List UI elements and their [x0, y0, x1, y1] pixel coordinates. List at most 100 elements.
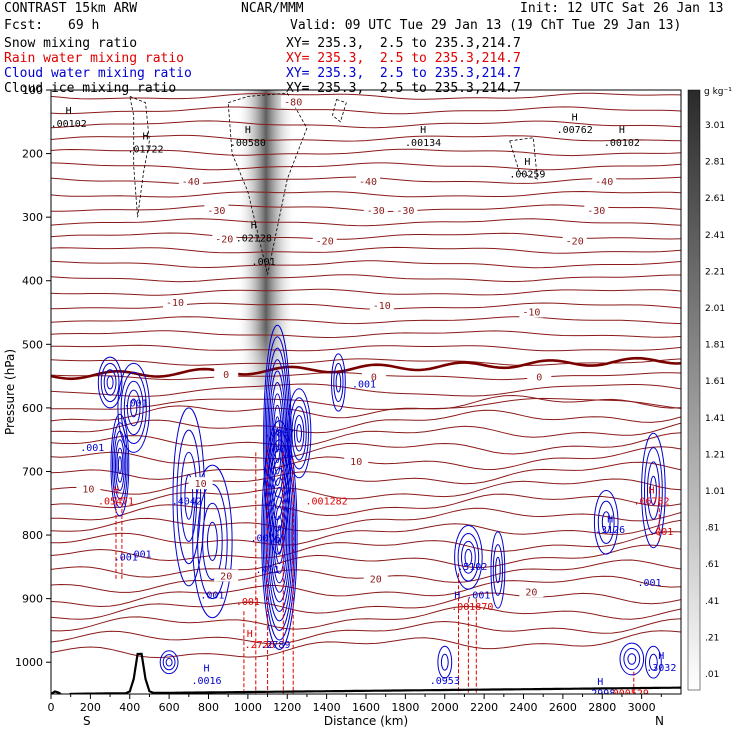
maximum-label: .001 — [267, 444, 291, 455]
isotherm-line — [51, 493, 681, 521]
x-end-south: S — [83, 714, 91, 728]
cloud-water-contour — [291, 406, 307, 461]
maximum-label: H — [66, 106, 72, 117]
colorbar-tick-label: 2.61 — [705, 194, 725, 204]
isotherm-label-bg — [363, 203, 388, 216]
cloud-water-contour — [293, 415, 305, 452]
isotherm-line — [51, 383, 681, 397]
x-tick-label: 2400 — [510, 701, 538, 714]
x-tick-label: 200 — [80, 701, 101, 714]
isotherm-label: -30 — [396, 206, 414, 217]
isotherm-label-bg — [76, 482, 101, 495]
zero-isotherm — [51, 356, 681, 381]
x-end-north: N — [655, 714, 664, 728]
isotherm-label-bg — [178, 175, 203, 188]
cloud-water-contour — [270, 382, 285, 498]
cloud-water-contour — [265, 347, 289, 532]
colorbar-tick-label: 3.01 — [705, 121, 725, 131]
cloud-water-contour — [457, 533, 480, 582]
maximum-label: .001 — [200, 591, 224, 602]
isotherm-label-bg — [188, 477, 213, 490]
y-tick-label: 900 — [22, 593, 43, 606]
cloud-water-contour — [464, 548, 473, 566]
x-tick-label: 1000 — [234, 701, 262, 714]
colorbar-tick-label: 2.81 — [705, 158, 725, 168]
field-name-cloud-water: Cloud water mixing ratio — [4, 66, 192, 81]
colorbar-tick-label: .41 — [705, 597, 719, 607]
terrain-line — [51, 652, 681, 694]
field-xy-cloud-water: XY= 235.3, 2.5 to 235.3,214.7 — [286, 66, 521, 81]
x-axis-label: Distance (km) — [324, 714, 408, 728]
isotherm-label-bg — [519, 305, 544, 318]
maximum-label: .3032 — [646, 663, 676, 674]
cloud-water-contour — [593, 490, 619, 555]
maximum-label: .00762 — [557, 125, 593, 136]
y-tick-label: 300 — [22, 211, 43, 224]
field-name-cloud-ice: Cloud ice mixing ratio — [4, 81, 177, 96]
cloud-water-contour — [335, 372, 342, 393]
maximum-label: .001 — [114, 553, 138, 564]
isotherm-line — [51, 330, 681, 339]
snow-contour — [332, 98, 347, 123]
maximum-label: .01722 — [127, 144, 163, 155]
cloud-water-contour — [184, 474, 194, 520]
isotherm-label: -10 — [166, 298, 184, 309]
snow-contour — [509, 137, 538, 180]
maximum-label: .00259 — [509, 170, 545, 181]
colorbar-tick-label: .21 — [705, 633, 719, 643]
isotherm-line — [51, 120, 681, 129]
maximum-label: .4042 — [172, 497, 202, 508]
maximum-label: H — [113, 486, 119, 497]
maximum-label: H .001 — [454, 591, 490, 602]
cloud-water-contour — [192, 464, 233, 619]
isotherm-label-bg — [592, 175, 617, 188]
cloud-water-contour — [490, 531, 506, 609]
isotherm-label: 20 — [370, 575, 382, 586]
rain-contours — [115, 446, 660, 694]
isotherm-line — [51, 397, 681, 410]
cloud-water-contour — [645, 645, 662, 679]
maximum-label: .06782 — [633, 497, 669, 508]
isotherm-line — [51, 260, 681, 269]
maximum-label: .00134 — [405, 138, 441, 149]
maximum-label: H — [658, 651, 664, 662]
cloud-water-contour — [97, 356, 123, 409]
isotherm-label: 10 — [195, 479, 207, 490]
cloud-water-contour — [277, 525, 282, 546]
isotherm-line — [51, 422, 681, 447]
cloud-water-contour — [495, 556, 501, 584]
isotherm-line — [51, 394, 681, 422]
cloud-water-contour — [265, 448, 294, 622]
isotherm-line — [51, 344, 681, 352]
cloud-water-contour — [270, 477, 289, 593]
cloud-water-contour — [103, 369, 117, 396]
isotherm-label: 0 — [223, 370, 229, 381]
fcst-value: 69 h — [68, 18, 100, 33]
maximum-label: H — [142, 132, 148, 143]
isotherm-line — [51, 302, 681, 310]
isotherm-line — [51, 218, 681, 227]
maximum-label: H — [245, 125, 251, 136]
isotherm-label: 0 — [371, 372, 377, 383]
colorbar-tick-label: .81 — [705, 524, 719, 534]
y-tick-label: 200 — [22, 148, 43, 161]
cloud-water-contour — [202, 502, 223, 581]
isotherm-line — [51, 531, 681, 562]
cloud-water-contour — [644, 447, 663, 534]
isotherm-line — [51, 288, 681, 296]
maximum-label: H — [607, 514, 613, 525]
cloud-water-contour — [274, 505, 285, 565]
cloud-water-contour — [115, 439, 125, 492]
isotherm-label-bg — [363, 572, 388, 585]
maximum-label: .2998 — [585, 689, 615, 700]
field-xy-snow: XY= 235.3, 2.5 to 235.3,214.7 — [286, 36, 521, 51]
cloud-water-contour — [461, 540, 476, 574]
cloud-water-contour — [262, 429, 297, 641]
x-tick-label: 1200 — [273, 701, 301, 714]
cloud-water-contour — [619, 642, 645, 676]
colorbar-units: g kg⁻¹ — [704, 87, 732, 97]
isotherm-label: -20 — [316, 236, 334, 247]
maximum-label: .02128 — [236, 233, 272, 244]
maximum-label: .2726 — [245, 640, 275, 651]
